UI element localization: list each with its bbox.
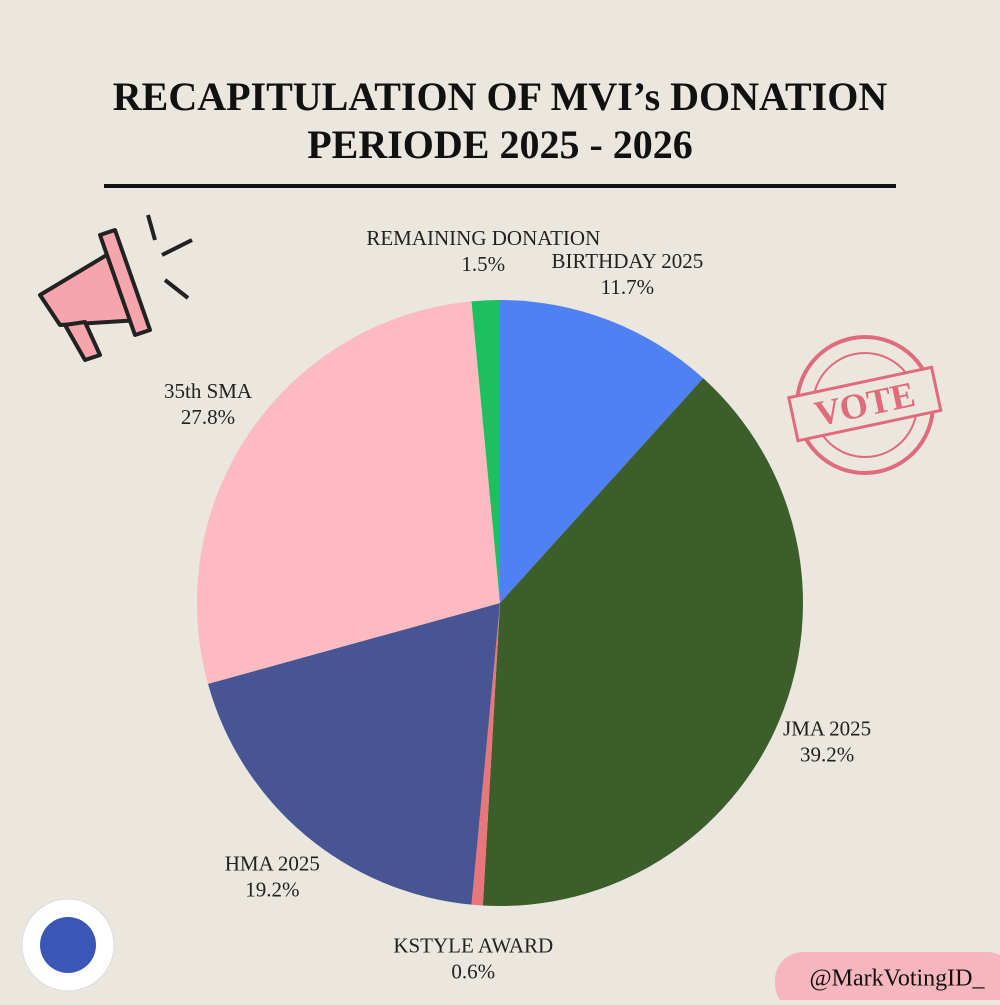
- handle: @MarkVotingID_: [810, 966, 986, 992]
- slice-label: 35th SMA: [164, 379, 253, 403]
- logo: [21, 898, 115, 992]
- value-label: 39.2%: [800, 743, 854, 767]
- chart-title: RECAPITULATION OF MVI’s DONATION: [113, 74, 888, 119]
- value-label: 11.7%: [601, 275, 654, 299]
- value-label: 0.6%: [451, 960, 495, 984]
- slice-label: KSTYLE AWARD: [393, 934, 553, 958]
- pie-slice: [471, 300, 500, 603]
- handle-badge: [775, 952, 1000, 1005]
- pie-slice: [482, 378, 804, 907]
- value-label: 19.2%: [245, 878, 299, 902]
- chart-title: PERIODE 2025 - 2026: [307, 122, 693, 167]
- vote-stamp: VOTE: [787, 335, 943, 475]
- pie-slice: [207, 603, 500, 905]
- slice-label: BIRTHDAY 2025: [552, 249, 704, 273]
- megaphone-icon: [38, 214, 193, 362]
- pie-slice: [500, 300, 704, 603]
- slice-label: HMA 2025: [225, 852, 320, 876]
- pie-slice: [197, 301, 500, 684]
- slice-label: JMA 2025: [783, 717, 871, 741]
- value-label: 27.8%: [181, 405, 235, 429]
- value-label: 1.5%: [461, 252, 505, 276]
- slice-label: REMAINING DONATION: [366, 226, 600, 250]
- pie-slice: [471, 603, 500, 906]
